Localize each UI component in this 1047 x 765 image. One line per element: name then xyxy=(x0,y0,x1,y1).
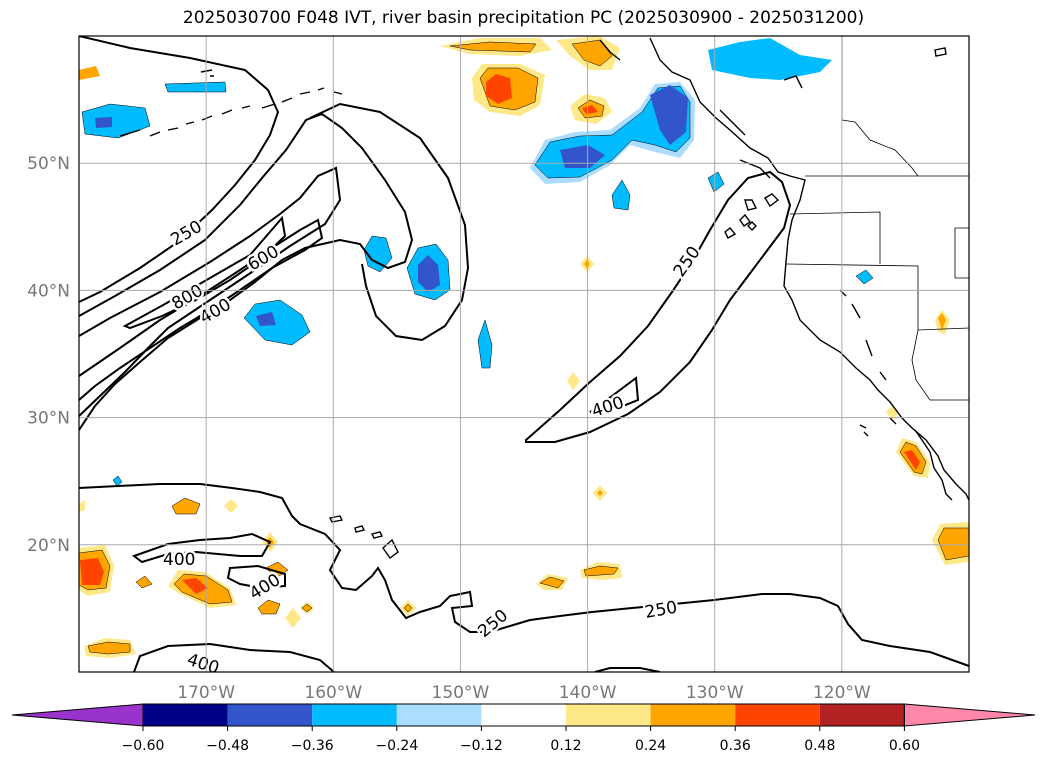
colorbar-segment xyxy=(819,704,905,726)
colorbar-tick-label: −0.60 xyxy=(122,738,165,754)
pc-negative-region xyxy=(611,179,631,211)
pc-positive-region xyxy=(486,74,512,104)
pc-positive-region xyxy=(182,578,208,594)
colorbar-segment xyxy=(312,704,397,726)
borders xyxy=(785,36,969,401)
latitude-tick-label: 30°N xyxy=(27,409,70,429)
pc-negative-region xyxy=(243,299,311,346)
precip-shading xyxy=(79,36,969,658)
colorbar-tick-label: −0.48 xyxy=(206,738,249,754)
longitude-tick-labels: 170°W 160°W 150°W 140°W 130°W 120°W xyxy=(177,683,871,703)
pc-positive-region xyxy=(80,558,104,585)
pc-positive-region xyxy=(567,372,580,390)
colorbar-segment xyxy=(396,704,482,726)
colorbar-tick-label: 0.24 xyxy=(635,738,666,754)
latitude-tick-label: 50°N xyxy=(27,154,70,174)
pc-positive-region xyxy=(904,450,920,470)
latitude-tick-labels: 20°N 30°N 40°N 50°N xyxy=(27,154,70,556)
plot-frame xyxy=(78,35,970,673)
pc-negative-region xyxy=(650,85,688,145)
ivt-contour-250 xyxy=(79,36,280,303)
colorbar-segment xyxy=(650,704,736,726)
pc-positive-region xyxy=(449,41,537,53)
pc-negative-region xyxy=(855,269,874,285)
pc-negative-region xyxy=(112,475,123,487)
ivt-contour-400 xyxy=(133,642,335,672)
pc-positive-region xyxy=(257,599,281,615)
ivt-contour-600 xyxy=(79,218,324,401)
pc-positive-region xyxy=(539,576,565,589)
ivt-contour-250 xyxy=(309,102,470,342)
contour-label: 400 xyxy=(163,550,195,570)
colorbar-segment xyxy=(566,704,651,726)
longitude-tick-label: 130°W xyxy=(686,683,744,703)
pc-positive-region xyxy=(403,603,413,613)
longitude-tick-label: 140°W xyxy=(559,683,617,703)
colorbar-outline xyxy=(142,703,905,727)
colorbar-tick-label: 0.36 xyxy=(720,738,751,754)
pc-negative-region xyxy=(95,117,112,128)
pc-positive-region xyxy=(301,603,313,613)
colorbar-tick-label: 0.48 xyxy=(804,738,835,754)
colorbar-tick-label: −0.36 xyxy=(291,738,334,754)
pc-negative-region xyxy=(708,38,832,80)
pc-negative-region xyxy=(256,312,276,326)
colorbar-tick-label: 0.12 xyxy=(550,738,581,754)
pc-positive-region xyxy=(937,527,969,561)
latitude-tick-label: 20°N xyxy=(27,536,70,556)
ivt-contour-250 xyxy=(79,112,414,431)
coastlines xyxy=(119,37,969,559)
colorbar-tick-label: −0.24 xyxy=(375,738,418,754)
pc-negative-region xyxy=(477,319,493,369)
pc-positive-region xyxy=(265,561,289,579)
pc-negative-region xyxy=(164,81,227,93)
pc-negative-region xyxy=(560,145,605,168)
pc-positive-region xyxy=(938,313,946,330)
colorbar: −0.60 −0.48 −0.36 −0.24 −0.12 0.12 0.24 0.36 0.4… xyxy=(11,703,1036,754)
colorbar-segment xyxy=(143,704,228,726)
pc-positive-region xyxy=(224,499,238,513)
pc-positive-region xyxy=(79,66,100,80)
ivt-contour-400 xyxy=(589,376,640,413)
longitude-tick-label: 160°W xyxy=(304,683,362,703)
colorbar-segment xyxy=(227,704,313,726)
latitude-tick-label: 40°N xyxy=(27,281,70,301)
colorbar-extend-high xyxy=(903,703,1036,727)
plot-area xyxy=(79,36,969,672)
pc-positive-region xyxy=(583,565,619,577)
ivt-contour-800 xyxy=(122,215,287,330)
colorbar-extend-low xyxy=(11,703,144,727)
pc-positive-region xyxy=(285,608,301,628)
pc-negative-region xyxy=(363,235,393,273)
ivt-contour-400 xyxy=(226,564,286,590)
pc-positive-region xyxy=(584,260,590,268)
pc-positive-region xyxy=(135,575,153,589)
pc-negative-region xyxy=(418,255,440,292)
pc-positive-region xyxy=(571,39,613,67)
ivt-contour-400 xyxy=(131,532,272,564)
ivt-contour-400 xyxy=(594,667,661,672)
map-title: 2025030700 F048 IVT, river basin precipi… xyxy=(182,8,865,28)
pc-negative-region xyxy=(81,103,151,139)
ivt-contour-400 xyxy=(79,166,342,417)
colorbar-tick-label: −0.12 xyxy=(460,738,503,754)
longitude-tick-label: 150°W xyxy=(432,683,490,703)
longitude-tick-label: 120°W xyxy=(813,683,871,703)
colorbar-segment xyxy=(735,704,820,726)
pc-positive-region xyxy=(87,641,131,655)
pc-positive-region xyxy=(171,497,201,515)
colorbar-segment xyxy=(481,704,566,726)
ivt-contour-250 xyxy=(525,170,792,443)
pc-positive-region xyxy=(79,500,85,512)
pc-positive-region xyxy=(582,105,598,114)
pc-positive-region xyxy=(886,406,898,420)
gridlines xyxy=(79,36,969,672)
pc-positive-region xyxy=(597,490,603,496)
colorbar-tick-label: 0.60 xyxy=(889,738,920,754)
longitude-tick-label: 170°W xyxy=(177,683,235,703)
